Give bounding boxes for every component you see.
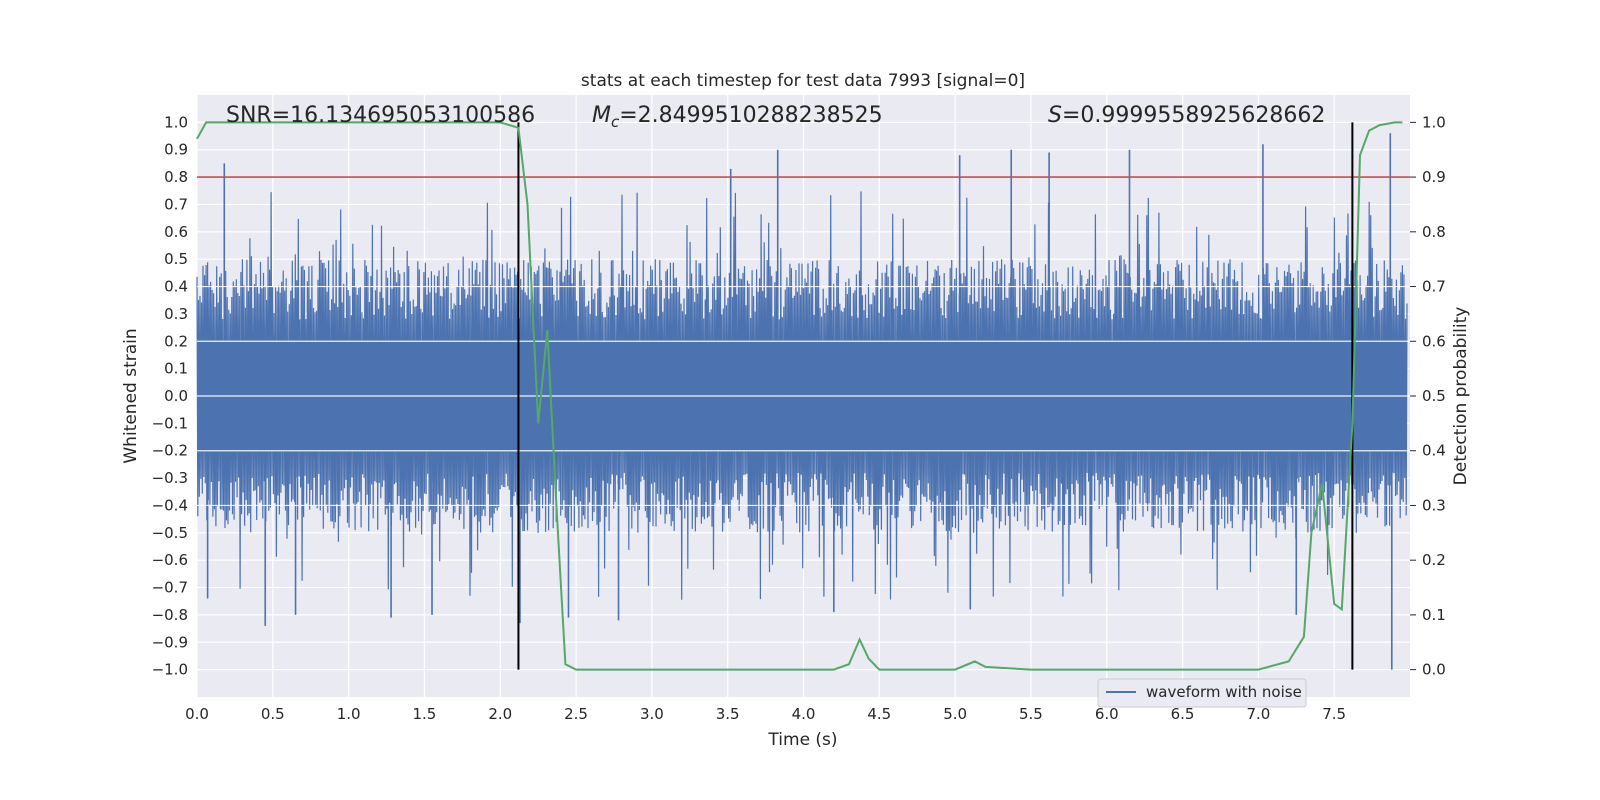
- x-tick-label: 3.5: [716, 705, 740, 723]
- mc-symbol: M: [592, 103, 611, 128]
- x-axis-label: Time (s): [767, 730, 837, 750]
- mc-subscript: c: [611, 113, 620, 131]
- x-tick-label: 2.5: [564, 705, 588, 723]
- y2-axis-label: Detection probability: [1451, 307, 1471, 486]
- y-tick-label: 0.8: [164, 168, 188, 186]
- y2-tick-label: 0.2: [1422, 551, 1446, 569]
- chart-marks: [196, 121, 1410, 671]
- x-tick-label: 2.0: [488, 705, 512, 723]
- y-tick-label: −0.9: [152, 633, 188, 651]
- legend: waveform with noise: [1097, 678, 1307, 708]
- y-tick-label: 0.6: [164, 223, 188, 241]
- y2-tick-label: 0.8: [1422, 223, 1446, 241]
- y2-tick-label: 0.9: [1422, 168, 1446, 186]
- y2-tick-label: 0.6: [1422, 332, 1446, 350]
- x-tick-label: 1.0: [337, 705, 361, 723]
- x-tick-label: 5.5: [1019, 705, 1043, 723]
- mc-value: =2.8499510288238525: [619, 103, 882, 128]
- y-tick-label: 1.0: [164, 113, 188, 131]
- y-tick-label: −0.6: [152, 551, 188, 569]
- detection-probability-series: [196, 121, 1403, 671]
- y-tick-label: −0.8: [152, 606, 188, 624]
- y-tick-label: −0.2: [152, 442, 188, 460]
- s-symbol: S: [1048, 103, 1062, 128]
- y-tick-label: −0.1: [152, 414, 188, 432]
- x-tick-label: 5.0: [943, 705, 967, 723]
- x-tick-label: 6.0: [1095, 705, 1119, 723]
- x-tick-label: 6.5: [1171, 705, 1195, 723]
- y-tick-label: 0.3: [164, 305, 188, 323]
- x-tick-label: 4.0: [792, 705, 816, 723]
- y-tick-label: −1.0: [152, 661, 188, 679]
- y-tick-label: −0.5: [152, 524, 188, 542]
- y-tick-label: −0.3: [152, 469, 188, 487]
- y-tick-label: 0.2: [164, 332, 188, 350]
- y2-tick-label: 0.3: [1422, 496, 1446, 514]
- x-tick-label: 0.5: [261, 705, 285, 723]
- y-tick-label: −0.4: [152, 496, 188, 514]
- y-tick-label: 0.1: [164, 360, 188, 378]
- chirp-mass-annotation: Mc=2.8499510288238525: [592, 103, 883, 131]
- y2-tick-label: 1.0: [1422, 113, 1446, 131]
- y-tick-label: 0.4: [164, 278, 188, 296]
- x-tick-label: 1.5: [413, 705, 437, 723]
- s-annotation: S=0.9999558925628662: [1048, 103, 1325, 128]
- x-tick-label: 4.5: [867, 705, 891, 723]
- y2-tick-label: 0.1: [1422, 606, 1446, 624]
- s-value: =0.9999558925628662: [1062, 103, 1325, 128]
- x-tick-label: 3.0: [640, 705, 664, 723]
- y2-tick-label: 0.4: [1422, 442, 1446, 460]
- snr-annotation: SNR=16.134695053100586: [226, 103, 535, 128]
- legend-label-waveform: waveform with noise: [1146, 683, 1302, 701]
- x-tick-label: 7.0: [1246, 705, 1270, 723]
- legend-box: [1097, 678, 1307, 708]
- y-axis-label: Whitened strain: [121, 328, 141, 463]
- y-tick-label: −0.7: [152, 579, 188, 597]
- y2-tick-label: 0.0: [1422, 661, 1446, 679]
- x-tick-label: 7.5: [1322, 705, 1346, 723]
- y-tick-label: 0.9: [164, 141, 188, 159]
- y2-tick-label: 0.7: [1422, 278, 1446, 296]
- y-tick-label: 0.7: [164, 195, 188, 213]
- y-tick-label: 0.0: [164, 387, 188, 405]
- y-tick-label: 0.5: [164, 250, 188, 268]
- y2-tick-label: 0.5: [1422, 387, 1446, 405]
- chart-title: stats at each timestep for test data 799…: [581, 71, 1025, 91]
- x-tick-label: 0.0: [185, 705, 209, 723]
